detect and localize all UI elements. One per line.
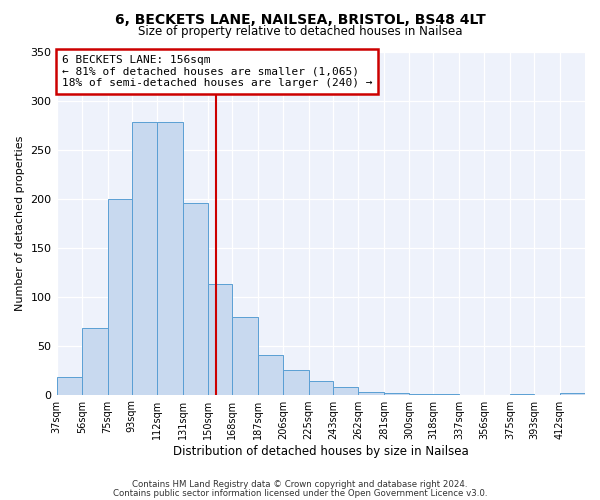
Text: 6 BECKETS LANE: 156sqm
← 81% of detached houses are smaller (1,065)
18% of semi-: 6 BECKETS LANE: 156sqm ← 81% of detached… — [62, 55, 373, 88]
Bar — [232, 317, 258, 394]
Text: Contains HM Land Registry data © Crown copyright and database right 2024.: Contains HM Land Registry data © Crown c… — [132, 480, 468, 489]
Bar — [358, 392, 384, 394]
Bar — [157, 122, 182, 394]
Text: 6, BECKETS LANE, NAILSEA, BRISTOL, BS48 4LT: 6, BECKETS LANE, NAILSEA, BRISTOL, BS48 … — [115, 12, 485, 26]
Bar — [107, 198, 131, 394]
Bar — [182, 204, 208, 394]
Bar — [560, 392, 585, 394]
Bar — [82, 328, 107, 394]
Bar — [208, 284, 232, 395]
Y-axis label: Number of detached properties: Number of detached properties — [15, 136, 25, 310]
X-axis label: Distribution of detached houses by size in Nailsea: Distribution of detached houses by size … — [173, 444, 469, 458]
Bar — [384, 392, 409, 394]
Bar — [258, 356, 283, 395]
Text: Size of property relative to detached houses in Nailsea: Size of property relative to detached ho… — [138, 25, 462, 38]
Bar — [308, 381, 333, 394]
Bar — [283, 370, 308, 394]
Text: Contains public sector information licensed under the Open Government Licence v3: Contains public sector information licen… — [113, 488, 487, 498]
Bar — [56, 377, 82, 394]
Bar — [131, 122, 157, 394]
Bar — [333, 386, 358, 394]
